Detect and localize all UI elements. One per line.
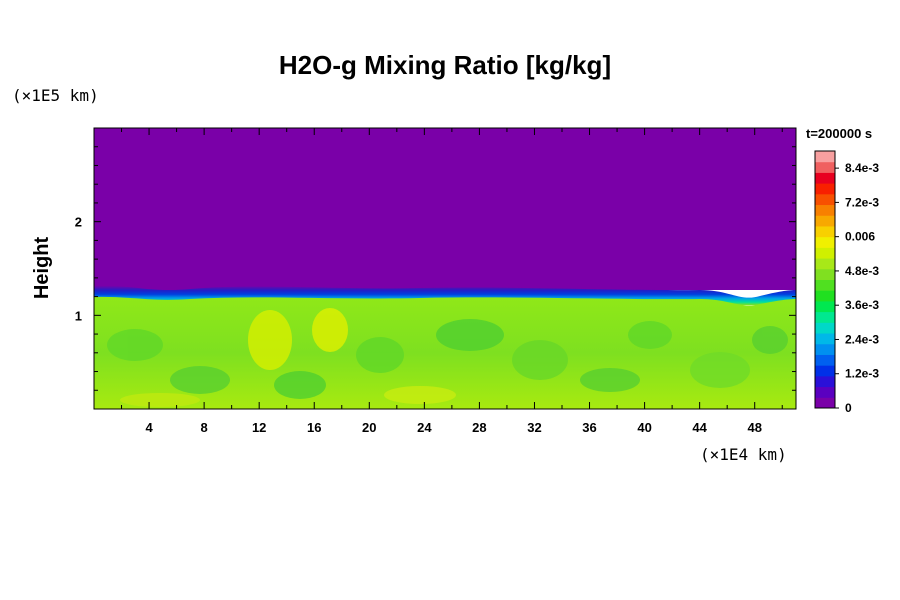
plot-frame	[93, 127, 797, 410]
colorbar-tick-label: 1.2e-3	[845, 367, 879, 381]
x-tick-label: 12	[252, 420, 266, 435]
y-tick-label: 1	[75, 308, 82, 323]
time-label: t=200000 s	[806, 126, 872, 141]
x-unit-label: (×1E4 km)	[700, 445, 787, 464]
colorbar-tick-label: 2.4e-3	[845, 332, 879, 346]
x-tick-label: 44	[692, 420, 707, 435]
colorbar-swatch	[815, 354, 835, 366]
colorbar-swatch	[815, 365, 835, 377]
heatmap-field	[94, 128, 796, 409]
y-axis: 12	[75, 146, 796, 391]
colorbar-swatch	[815, 397, 835, 409]
colorbar-swatch	[815, 161, 835, 173]
x-tick-label: 20	[362, 420, 376, 435]
colorbar-swatch	[815, 215, 835, 227]
x-tick-label: 24	[417, 420, 432, 435]
x-tick-label: 40	[637, 420, 651, 435]
x-tick-label: 48	[747, 420, 761, 435]
colorbar-swatch	[815, 290, 835, 302]
x-tick-label: 8	[201, 420, 208, 435]
colorbar-swatch	[815, 322, 835, 334]
x-axis: 4 8 12 16 20 24 28 32 36 40 44 48	[121, 128, 783, 435]
colorbar-swatch	[815, 311, 835, 323]
chart-title: H2O-g Mixing Ratio [kg/kg]	[279, 50, 611, 80]
y-axis-label: Height	[31, 237, 53, 300]
colorbar-swatch	[815, 268, 835, 280]
colorbar-swatch	[815, 258, 835, 270]
colorbar-tick-label: 8.4e-3	[845, 161, 879, 175]
colorbar-tick-label: 0	[845, 401, 852, 415]
colorbar-swatch	[815, 279, 835, 291]
colorbar-swatch	[815, 193, 835, 206]
x-tick-label: 4	[145, 420, 153, 435]
colorbar-swatch	[815, 225, 835, 238]
colorbar-swatch	[815, 183, 835, 195]
colorbar-tick-label: 0.006	[845, 230, 875, 244]
x-tick-label: 16	[307, 420, 321, 435]
upper-dry-layer	[94, 128, 796, 290]
colorbar-swatch	[815, 386, 835, 398]
colorbar-swatch	[815, 204, 835, 216]
colorbar-tick-label: 4.8e-3	[845, 264, 879, 278]
colorbar-swatch	[815, 343, 835, 355]
colorbar-frame	[814, 150, 836, 409]
y-tick-label: 2	[75, 215, 82, 230]
colorbar-tick-label: 7.2e-3	[845, 195, 879, 209]
colorbar: 0 1.2e-3 2.4e-3 3.6e-3 4.8e-3 0.006 7.2e-3 8.4e…	[814, 150, 879, 415]
colorbar-swatch	[815, 375, 835, 388]
x-tick-label: 36	[582, 420, 596, 435]
colorbar-swatch	[815, 151, 835, 163]
y-unit-label: (×1E5 km)	[12, 86, 99, 105]
x-tick-label: 28	[472, 420, 486, 435]
colorbar-swatch	[815, 247, 835, 259]
colorbar-swatch	[815, 333, 835, 345]
colorbar-tick-label: 3.6e-3	[845, 298, 879, 312]
turbulence-patches	[107, 308, 788, 407]
colorbar-swatch	[815, 236, 835, 248]
colorbar-swatch	[815, 300, 835, 313]
colorbar-swatch	[815, 172, 835, 184]
x-tick-label: 32	[527, 420, 541, 435]
